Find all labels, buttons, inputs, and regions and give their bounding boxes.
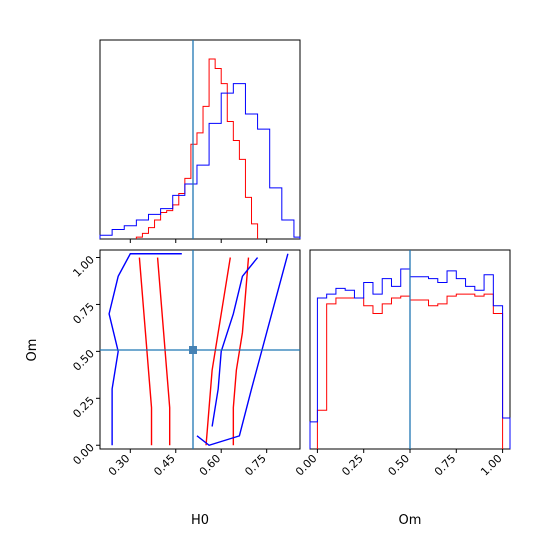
contour-x-tick-label: 0.30 (106, 452, 133, 479)
contour-red-level-4 (232, 257, 250, 446)
contour-y-tick-label: 0.00 (70, 441, 97, 468)
contour-y-ticks: 0.00 0.25 0.50 0.75 1.00 (70, 253, 100, 468)
y-axis-label-om: Om (25, 339, 40, 362)
om-x-tick-label: 0.75 (432, 452, 459, 479)
h0-marginal-histogram (99, 39, 301, 243)
contour-x-tick-label: 0.75 (242, 452, 269, 479)
h0-histogram-ticks (129, 239, 268, 243)
om-x-tick-label: 0.25 (339, 452, 366, 479)
contour-blue-level-3 (211, 257, 259, 427)
x-axis-label-om: Om (399, 513, 422, 528)
contour-series (108, 253, 289, 447)
om-histogram-x-ticks: 0.00 0.25 0.50 0.75 1.00 (293, 449, 505, 478)
contour-red-level-1 (138, 257, 153, 446)
truth-marker (189, 346, 197, 354)
om-marginal-histogram: 0.00 0.25 0.50 0.75 1.00 Om (293, 249, 511, 528)
contour-y-tick-label: 0.75 (70, 300, 97, 327)
contour-y-tick-label: 1.00 (70, 253, 97, 280)
contour-x-tick-label: 0.60 (197, 452, 224, 479)
om-x-tick-label: 0.00 (293, 452, 320, 479)
contour-x-ticks: 0.30 0.45 0.60 0.75 (106, 449, 269, 478)
om-x-tick-label: 1.00 (478, 452, 505, 479)
h0-histogram-blue-step (99, 83, 301, 239)
contour-y-tick-label: 0.25 (70, 394, 97, 421)
contour-y-tick-label: 0.50 (70, 347, 97, 374)
x-axis-label-h0: H0 (191, 513, 209, 528)
contour-red-level-2 (156, 257, 171, 446)
h0-histogram-frame (99, 39, 301, 240)
contour-red-level-3 (205, 257, 231, 446)
om-x-tick-label: 0.50 (386, 452, 413, 479)
h0-histogram-series (99, 58, 301, 239)
h0-histogram-red-step (135, 58, 259, 239)
h0-om-contour-panel: 0.30 0.45 0.60 0.75 0.00 0.25 0.50 0.75 1.00 H0… (25, 249, 301, 528)
contour-blue-level-2 (196, 253, 289, 447)
contour-x-tick-label: 0.45 (151, 452, 178, 479)
contour-blue-level-1 (108, 253, 182, 446)
